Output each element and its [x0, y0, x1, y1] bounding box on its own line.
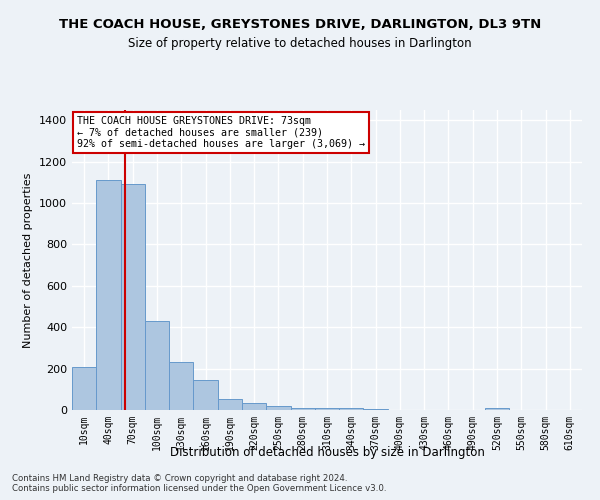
Bar	[121, 184, 145, 410]
Bar	[266, 406, 290, 410]
Bar	[339, 408, 364, 410]
Bar	[290, 408, 315, 410]
Bar	[72, 366, 96, 410]
Text: Contains public sector information licensed under the Open Government Licence v3: Contains public sector information licen…	[12, 484, 386, 493]
Text: Distribution of detached houses by size in Darlington: Distribution of detached houses by size …	[170, 446, 484, 459]
Bar	[485, 408, 509, 410]
Text: THE COACH HOUSE GREYSTONES DRIVE: 73sqm
← 7% of detached houses are smaller (239: THE COACH HOUSE GREYSTONES DRIVE: 73sqm …	[77, 116, 365, 149]
Y-axis label: Number of detached properties: Number of detached properties	[23, 172, 34, 348]
Bar	[193, 380, 218, 410]
Bar	[145, 321, 169, 410]
Bar	[364, 409, 388, 410]
Text: Size of property relative to detached houses in Darlington: Size of property relative to detached ho…	[128, 38, 472, 51]
Text: THE COACH HOUSE, GREYSTONES DRIVE, DARLINGTON, DL3 9TN: THE COACH HOUSE, GREYSTONES DRIVE, DARLI…	[59, 18, 541, 30]
Bar	[169, 362, 193, 410]
Bar	[242, 403, 266, 410]
Bar	[315, 408, 339, 410]
Bar	[218, 398, 242, 410]
Bar	[96, 180, 121, 410]
Text: Contains HM Land Registry data © Crown copyright and database right 2024.: Contains HM Land Registry data © Crown c…	[12, 474, 347, 483]
